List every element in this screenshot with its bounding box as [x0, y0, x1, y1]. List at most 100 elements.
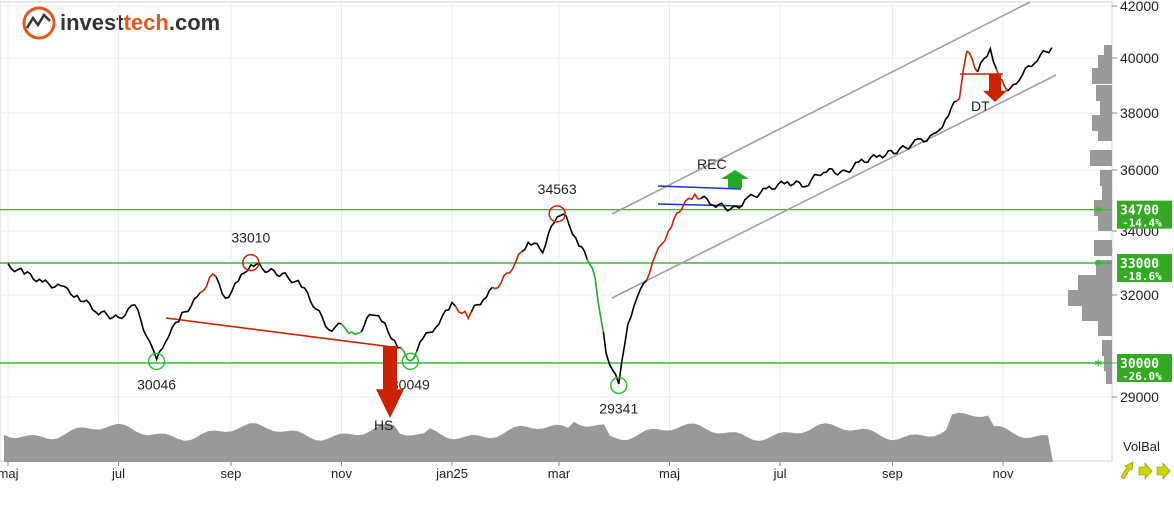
volume-shape [4, 412, 1053, 462]
histogram-bar [1094, 200, 1112, 216]
price-segment [491, 251, 523, 290]
price-segment [400, 347, 418, 362]
histogram-bar [1094, 240, 1112, 256]
price-segment [521, 213, 588, 260]
histogram-bar [1100, 170, 1112, 186]
x-tick-label: maj [659, 466, 680, 481]
pattern-label-dt: DT [971, 98, 990, 114]
y-axis: 4200040000380003600034000320003000029000 [1112, 0, 1159, 405]
volume-area [4, 412, 1053, 462]
x-tick-label: maj [0, 466, 19, 481]
volume-histogram [1068, 45, 1112, 384]
histogram-bar [1096, 85, 1112, 101]
price-segment [454, 305, 473, 321]
price-segment [586, 258, 605, 333]
top-marker-circle [242, 253, 260, 272]
pattern-label-hs: HS [374, 417, 393, 433]
channel-lower [611, 74, 1057, 299]
turning-point-label: 30049 [391, 376, 430, 392]
x-tick-label: nov [993, 466, 1014, 481]
brand-domain: .com [169, 10, 220, 35]
hs-neckline [165, 317, 393, 348]
level-value: 30000 [1120, 357, 1159, 372]
level-pct: -18.6% [1122, 270, 1162, 283]
sell-arrow-icon [376, 346, 404, 418]
channel-upper [611, 1, 1031, 215]
turning-points: 30046 33010 30049 34563 29341 [137, 181, 638, 417]
volbal-arrow-right-icon-2 [1156, 462, 1171, 480]
y-tick-label: 36000 [1120, 162, 1159, 178]
price-segment [645, 192, 702, 281]
y-tick-label: 40000 [1120, 50, 1159, 66]
histogram-bar [1102, 340, 1112, 356]
level-value: 34700 [1120, 204, 1159, 219]
sell-arrow-icon [983, 74, 1007, 102]
x-tick-label: nov [331, 466, 352, 481]
level-value: 33000 [1120, 257, 1159, 272]
rectangle-pattern [657, 185, 742, 207]
grid [0, 2, 1112, 461]
volbal-legend: VolBal [1120, 439, 1171, 480]
histogram-bar [1100, 100, 1112, 116]
price-segment [602, 279, 648, 385]
volbal-arrow-right-icon [1138, 462, 1153, 480]
x-tick-label: jul [773, 466, 787, 481]
price-segment [700, 100, 958, 212]
histogram-bar [1104, 45, 1112, 61]
histogram-bar [1096, 260, 1112, 276]
pattern-arrows: HS REC DT [374, 74, 1007, 433]
bottom-marker-circle [401, 352, 420, 371]
x-tick-label: mar [548, 466, 571, 481]
x-tick-label: sep [882, 466, 903, 481]
brand-prefix: invest [60, 10, 124, 35]
level-star-icon: * [1094, 358, 1102, 374]
price-segment [340, 323, 362, 336]
histogram-bar [1102, 185, 1112, 201]
level-pill: 33000-18.6% * [1094, 254, 1172, 283]
price-segment [976, 46, 998, 73]
histogram-bar [1092, 68, 1112, 84]
x-tick-label: jul [111, 466, 125, 481]
histogram-bar [1098, 215, 1112, 231]
price-segment [956, 50, 979, 102]
rectangle-bottom [657, 203, 742, 207]
turning-point-label: 33010 [231, 230, 270, 246]
price-series [7, 46, 1053, 385]
histogram-bar [1078, 275, 1112, 291]
level-pct: -14.4% [1122, 217, 1162, 230]
pattern-label-rec: REC [697, 156, 727, 172]
svg-text:investtech.com: investtech.com [60, 10, 220, 35]
level-labels: 34700-14.4% * 33000-18.6% * 30000-26.0% * [1094, 200, 1172, 383]
level-pct: -26.0% [1122, 370, 1162, 383]
y-tick-label: 32000 [1120, 287, 1159, 303]
price-segment [215, 262, 342, 333]
x-axis: maj jul sep nov jan25 mar maj jul sep nov [0, 461, 1014, 481]
price-segment [470, 286, 493, 313]
y-tick-label: 38000 [1120, 105, 1159, 121]
buy-arrow-icon [721, 170, 749, 188]
turning-point-label: 34563 [538, 181, 577, 197]
price-segment [7, 263, 201, 362]
x-tick-label: sep [220, 466, 241, 481]
level-pill: 30000-26.0% * [1094, 354, 1172, 383]
x-tick-label: jan25 [435, 466, 468, 481]
price-segment [415, 300, 456, 352]
bottom-marker-circle [147, 352, 166, 371]
level-star-icon: * [1094, 205, 1102, 221]
trend-channel [611, 1, 1057, 299]
y-tick-label: 42000 [1120, 0, 1159, 14]
histogram-bar [1098, 320, 1112, 336]
histogram-bar [1098, 125, 1112, 141]
brand-suffix: tech [124, 10, 169, 35]
histogram-bar [1090, 150, 1112, 166]
histogram-bar [1106, 368, 1112, 384]
y-tick-label: 29000 [1120, 389, 1159, 405]
histogram-bar [1082, 305, 1112, 321]
rectangle-top [657, 185, 742, 190]
top-marker-circle [548, 205, 566, 223]
price-segment [360, 313, 401, 349]
turning-point-label: 29341 [599, 400, 638, 416]
support-lines [0, 209, 1112, 364]
bottom-marker-circle [610, 376, 628, 395]
